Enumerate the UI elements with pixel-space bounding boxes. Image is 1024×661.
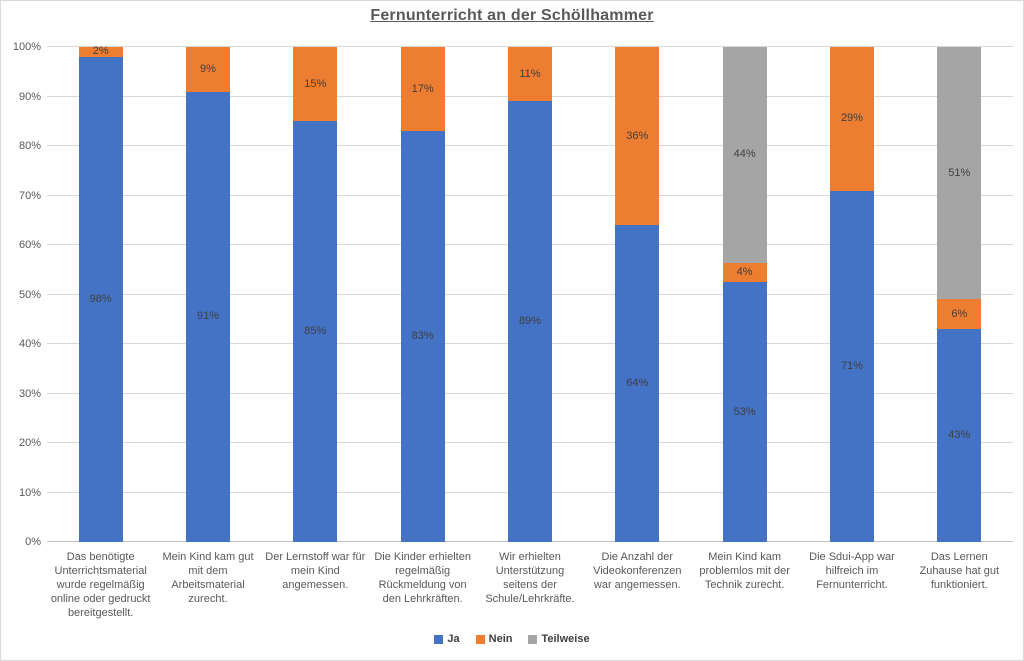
stacked-bar: 43% 6% 51%	[937, 47, 982, 542]
bar-segment-ja: 71%	[829, 190, 874, 542]
bar-segment-teilweise: 51%	[937, 47, 982, 300]
bar-segment-nein: 4%	[722, 262, 767, 283]
y-axis-tick-label: 20%	[18, 437, 41, 449]
legend-item-ja: Ja	[434, 633, 460, 645]
bar-segment-ja: 91%	[185, 91, 230, 542]
category-label: Der Lernstoff war für mein Kind angemess…	[265, 551, 366, 591]
y-axis-tick-label: 30%	[18, 387, 41, 400]
data-label: 15%	[304, 77, 327, 90]
data-label: 64%	[626, 377, 649, 390]
bar-slot: 85% 15%	[262, 47, 369, 542]
bars-layer: 98% 2% 91% 9% 85% 15% 83% 17% 89% 11% 64% 36% 53% 4% 4…	[47, 45, 1013, 542]
y-axis-tick-label: 100%	[12, 41, 41, 53]
bar-segment-nein: 29%	[829, 47, 874, 191]
y-axis-tick-label: 70%	[18, 189, 41, 202]
legend-label: Teilweise	[541, 633, 590, 645]
data-label: 36%	[626, 129, 649, 142]
bar-segment-nein: 36%	[615, 47, 660, 226]
x-axis-category-labels: Das benötigte Unterrichtsmaterial wurde …	[47, 550, 1013, 620]
data-label: 85%	[304, 325, 327, 338]
stacked-bar: 71% 29%	[829, 47, 874, 542]
bar-segment-nein: 2%	[78, 45, 123, 58]
y-axis-tick-label: 60%	[18, 239, 41, 251]
bar-slot: 83% 17%	[369, 47, 476, 542]
stacked-bar: 98% 2%	[78, 45, 123, 542]
legend-item-teilweise: Teilweise	[528, 633, 590, 645]
data-label: 98%	[89, 292, 112, 305]
stacked-bar: 83% 17%	[400, 47, 445, 542]
y-axis-tick-label: 50%	[18, 288, 41, 301]
y-axis: 0% 10% 20% 30% 40% 50% 60% 70% 80% 90% 100%	[1, 41, 41, 548]
bar-slot: 71% 29%	[798, 47, 905, 542]
bar-slot: 89% 11%	[476, 47, 583, 542]
bar-segment-nein: 9%	[185, 47, 230, 92]
bar-segment-nein: 15%	[293, 47, 338, 122]
chart-title: Fernunterricht an der Schöllhammer	[370, 7, 654, 24]
y-axis-tick-label: 10%	[18, 486, 41, 499]
data-label: 43%	[948, 429, 971, 442]
bar-slot: 91% 9%	[154, 47, 261, 542]
legend-label: Ja	[447, 633, 460, 645]
category-label: Mein Kind kam gut mit dem Arbeitsmateria…	[162, 551, 254, 605]
category-label: Mein Kind kam problemlos mit der Technik…	[699, 551, 790, 591]
category-label: Die Anzahl der Videokonferenzen war ange…	[593, 551, 682, 591]
stacked-bar: 91% 9%	[185, 47, 230, 542]
data-label: 44%	[733, 148, 756, 161]
legend-swatch	[475, 634, 485, 644]
y-axis-tick-label: 90%	[18, 90, 41, 103]
legend-swatch	[434, 634, 444, 644]
category-label: Das Lernen Zuhause hat gut funktioniert.	[919, 551, 1000, 591]
plot-area: 98% 2% 91% 9% 85% 15% 83% 17% 89% 11% 64% 36% 53% 4% 4…	[47, 45, 1013, 542]
legend-item-nein: Nein	[475, 633, 513, 645]
bar-segment-ja: 43%	[937, 329, 982, 542]
bar-segment-ja: 89%	[507, 101, 552, 542]
stacked-bar: 64% 36%	[615, 47, 660, 542]
data-label: 4%	[736, 265, 753, 278]
category-label: Wir erhielten Unterstützung seitens der …	[485, 551, 575, 605]
data-label: 17%	[411, 82, 434, 95]
y-axis-tick-label: 40%	[18, 338, 41, 350]
data-label: 71%	[840, 359, 863, 372]
legend-label: Nein	[488, 633, 513, 645]
bar-segment-nein: 11%	[507, 47, 552, 102]
category-label: Die Kinder erhielten regelmäßig Rückmeld…	[374, 551, 471, 605]
data-label: 91%	[196, 310, 219, 323]
data-label: 89%	[518, 315, 541, 328]
y-axis-tick-label: 0%	[25, 536, 41, 548]
bar-segment-ja: 98%	[78, 56, 123, 542]
bar-slot: 98% 2%	[47, 45, 154, 542]
data-label: 53%	[733, 405, 756, 418]
bar-segment-ja: 85%	[293, 121, 338, 542]
data-label: 2%	[92, 45, 109, 58]
stacked-bar: 85% 15%	[293, 47, 338, 542]
bar-segment-nein: 17%	[400, 47, 445, 132]
bar-segment-ja: 53%	[722, 282, 767, 542]
data-label: 9%	[200, 62, 216, 75]
legend: Ja Nein Teilweise	[1, 633, 1023, 645]
category-label: Das benötigte Unterrichtsmaterial wurde …	[50, 551, 151, 619]
data-label: 83%	[411, 330, 434, 343]
bar-segment-ja: 83%	[400, 131, 445, 542]
data-label: 29%	[840, 112, 863, 125]
bar-slot: 43% 6% 51%	[906, 47, 1013, 542]
bar-slot: 64% 36%	[584, 47, 691, 542]
gridline	[47, 46, 1013, 47]
bar-segment-ja: 64%	[615, 225, 660, 542]
stacked-bar: 53% 4% 44%	[722, 47, 767, 542]
data-label: 11%	[519, 67, 541, 80]
bar-slot: 53% 4% 44%	[691, 47, 798, 542]
bar-segment-teilweise: 44%	[722, 47, 767, 263]
legend-swatch	[528, 634, 538, 644]
stacked-bar: 89% 11%	[507, 47, 552, 542]
category-label: Die Sdui-App war hilfreich im Fernunterr…	[809, 551, 895, 591]
y-axis-tick-label: 80%	[18, 140, 41, 152]
bar-segment-nein: 6%	[937, 299, 982, 330]
data-label: 6%	[951, 307, 968, 320]
data-label: 51%	[948, 166, 971, 179]
